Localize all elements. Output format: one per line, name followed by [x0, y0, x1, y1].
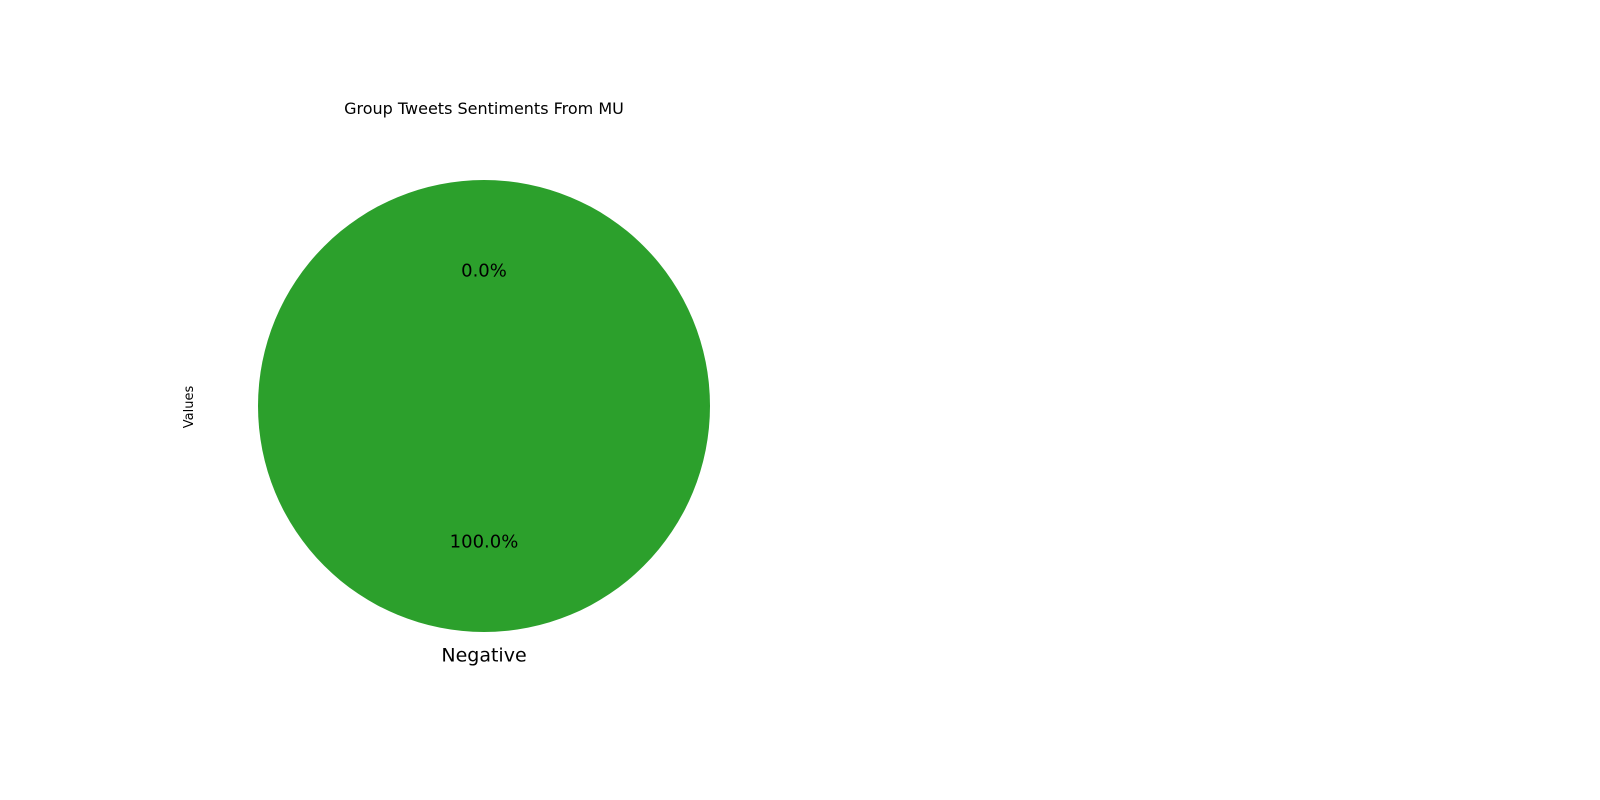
pie-labels: 0.0% 100.0% Negative [441, 260, 526, 666]
chart-title: Group Tweets Sentiments From MU [344, 99, 624, 118]
pie-category-label: Negative [441, 645, 526, 667]
pie-percent-label: 100.0% [450, 532, 519, 553]
pie-percent-label: 0.0% [461, 260, 507, 281]
pie-slice-negative [258, 180, 710, 632]
pie-slices [258, 180, 710, 632]
y-axis-label: Values [182, 386, 197, 429]
